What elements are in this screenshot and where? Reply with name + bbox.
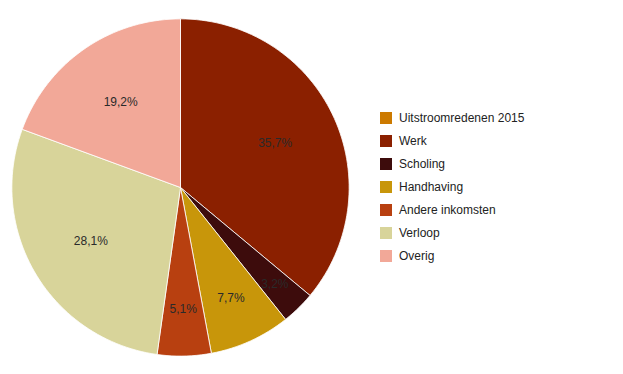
svg-text:19,2%: 19,2%	[104, 95, 138, 109]
html-text:Verloop: Verloop	[399, 226, 440, 240]
html-text:Scholing: Scholing	[399, 157, 445, 171]
svg-text:28,1%: 28,1%	[74, 234, 108, 248]
svg-text:35,7%: 35,7%	[258, 136, 292, 150]
html-text:Handhaving: Handhaving	[399, 180, 464, 194]
html-text:Overig: Overig	[399, 249, 435, 263]
html-text:Uitstroomredenen 2015: Uitstroomredenen 2015	[399, 111, 525, 125]
svg-text:3,2%: 3,2%	[261, 277, 289, 291]
svg-text:5,1%: 5,1%	[170, 302, 198, 316]
html-text:Werk: Werk	[399, 134, 427, 148]
html-text:Andere inkomsten: Andere inkomsten	[399, 203, 496, 217]
svg-text:7,7%: 7,7%	[217, 291, 245, 305]
